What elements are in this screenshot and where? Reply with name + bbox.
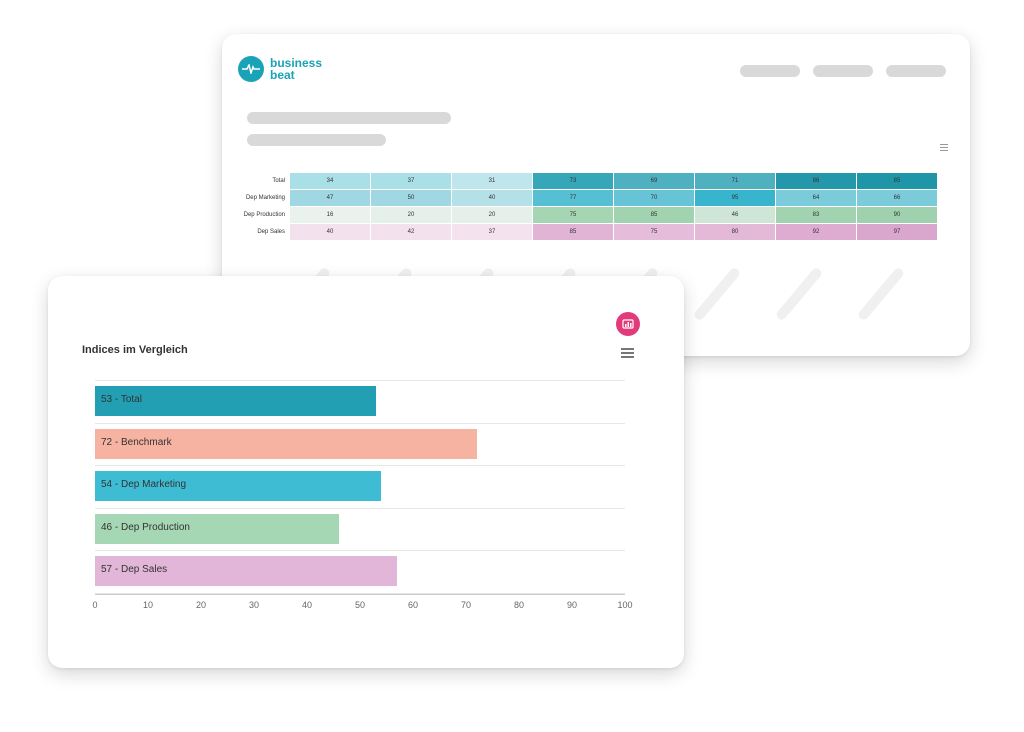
heatmap-cell[interactable]: 85 [533,224,613,240]
bar-label: 46 - Dep Production [101,521,190,533]
x-tick-label: 40 [301,600,312,610]
heatmap-cell[interactable]: 40 [290,224,370,240]
x-tick-label: 70 [460,600,471,610]
bar-label: 54 - Dep Marketing [101,479,187,491]
chart-icon [622,319,634,329]
bar-label: 57 - Dep Sales [101,564,168,576]
heatmap-row-label: Total [237,173,289,189]
nav-placeholder-3[interactable] [886,65,946,77]
heatmap-cell[interactable]: 92 [776,224,856,240]
heatmap-cell[interactable]: 20 [371,207,451,223]
gridline [95,380,625,381]
heatmap-row-label: Dep Production [237,207,289,223]
heatmap-cell[interactable]: 20 [452,207,532,223]
heatmap-cell[interactable]: 37 [452,224,532,240]
x-tick-label: 80 [513,600,524,610]
heatmap-cell[interactable]: 75 [614,224,694,240]
heatmap-row: Dep Marketing 47 50 40 77 70 95 64 66 [237,190,937,206]
bar[interactable]: 54 - Dep Marketing [95,471,382,502]
nav-placeholder-1[interactable] [740,65,800,77]
heatmap-row: Dep Production 16 20 20 75 85 46 83 90 [237,207,937,223]
heatmap-table: Total 34 37 31 73 69 71 86 85 Dep Marketing 47 50 40… [236,172,938,241]
heatmap-cell[interactable]: 46 [695,207,775,223]
bar-label: 72 - Benchmark [101,436,172,448]
heartbeat-icon [238,56,264,82]
x-tick-label: 90 [566,600,577,610]
heatmap-cell[interactable]: 95 [695,190,775,206]
gridline [95,592,625,594]
logo-line2: beat [270,68,295,82]
logo-text: business beat [270,57,322,81]
x-tick-label: 20 [195,600,206,610]
heatmap-cell[interactable]: 83 [776,207,856,223]
heatmap-cell[interactable]: 40 [452,190,532,206]
decorative-stripe [856,266,906,322]
gridline [95,550,625,551]
bar-chart-plot: 53 - Total 72 - Benchmark 54 - Dep Marketi… [92,380,633,610]
bar[interactable]: 53 - Total [95,386,376,417]
heatmap-cell[interactable]: 73 [533,173,613,189]
bar[interactable]: 46 - Dep Production [95,513,339,544]
decorative-stripe [774,266,824,322]
business-beat-logo[interactable]: business beat [238,56,322,82]
heatmap-cell[interactable]: 77 [533,190,613,206]
gridline [95,507,625,509]
chart-menu-icon[interactable] [621,346,634,360]
heatmap-row-label: Dep Sales [237,224,289,240]
bar-label: 53 - Total [101,394,142,406]
logo-line1: business [270,56,323,70]
heatmap-cell[interactable]: 16 [290,207,370,223]
x-tick-label: 100 [617,600,633,610]
title-placeholder [247,112,451,124]
heatmap-cell[interactable]: 85 [857,173,937,189]
chart-title: Indices im Vergleich [82,344,188,356]
heatmap-cell[interactable]: 66 [857,190,937,206]
decorative-stripe [692,266,742,322]
heatmap-cell[interactable]: 31 [452,173,532,189]
heatmap-cell[interactable]: 64 [776,190,856,206]
gridline [95,465,625,466]
x-tick-label: 30 [248,600,259,610]
bar[interactable]: 72 - Benchmark [95,428,477,459]
x-tick-label: 10 [142,600,153,610]
x-tick-label: 60 [407,600,418,610]
heatmap-cell[interactable]: 34 [290,173,370,189]
heatmap-cell[interactable]: 42 [371,224,451,240]
heatmap-row: Dep Sales 40 42 37 85 75 80 92 97 [237,224,937,240]
heatmap-cell[interactable]: 80 [695,224,775,240]
heatmap-cell[interactable]: 69 [614,173,694,189]
bar[interactable]: 57 - Dep Sales [95,556,398,587]
heatmap-cell[interactable]: 47 [290,190,370,206]
heatmap-row: Total 34 37 31 73 69 71 86 85 [237,173,937,189]
heatmap-cell[interactable]: 37 [371,173,451,189]
heatmap-row-label: Dep Marketing [237,190,289,206]
gridline [95,422,625,424]
bar-chart-card: Indices im Vergleich 53 - Total 72 - Benc… [48,276,684,668]
heatmap-cell[interactable]: 86 [776,173,856,189]
subtitle-placeholder [247,134,386,146]
x-tick-label: 0 [92,600,98,610]
heatmap-cell[interactable]: 97 [857,224,937,240]
heatmap-cell[interactable]: 50 [371,190,451,206]
x-axis-line [95,594,625,595]
x-tick-label: 50 [354,600,365,610]
heatmap-cell[interactable]: 71 [695,173,775,189]
heatmap-cell[interactable]: 75 [533,207,613,223]
nav-placeholder-2[interactable] [813,65,873,77]
chart-action-button[interactable] [616,312,640,336]
heatmap-cell[interactable]: 90 [857,207,937,223]
heatmap-menu-icon[interactable] [940,142,948,153]
heatmap-cell[interactable]: 85 [614,207,694,223]
heatmap-cell[interactable]: 70 [614,190,694,206]
